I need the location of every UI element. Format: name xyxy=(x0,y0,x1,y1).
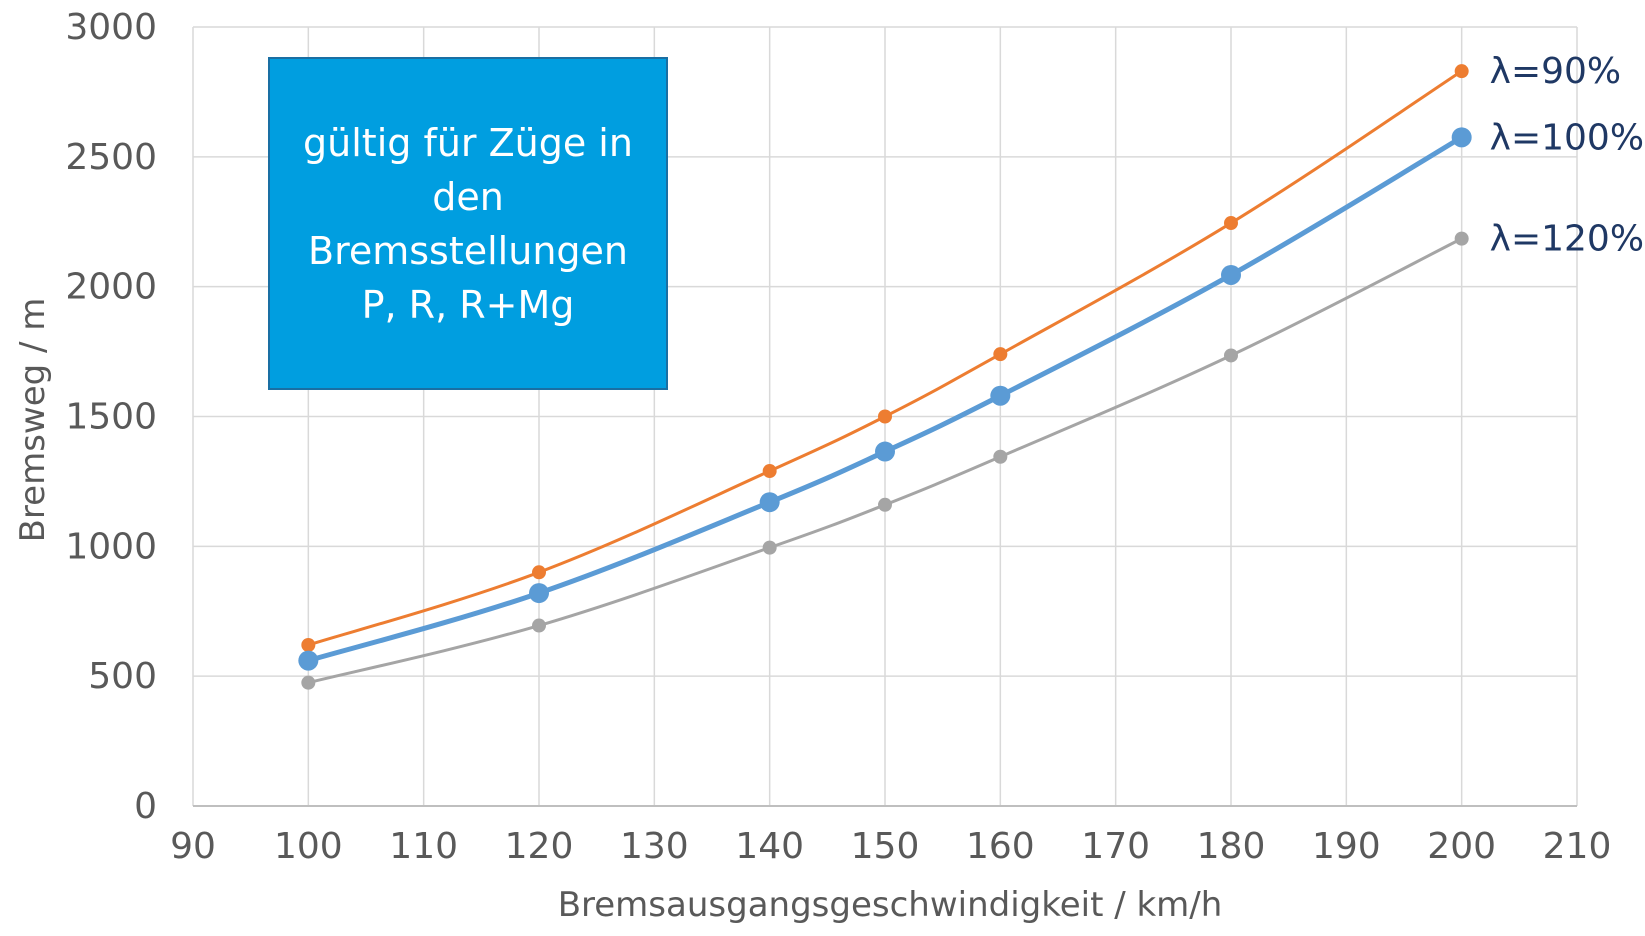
data-point xyxy=(878,409,892,424)
x-tick-label: 210 xyxy=(1543,826,1612,867)
data-point xyxy=(532,618,546,633)
x-tick-label: 190 xyxy=(1312,826,1381,867)
data-point xyxy=(529,583,549,604)
validity-note-text: gültig für Züge in den Bremsstellungen P… xyxy=(303,120,633,327)
x-tick-label: 180 xyxy=(1197,826,1266,867)
data-point xyxy=(990,385,1011,406)
y-tick-label: 2500 xyxy=(65,137,157,178)
data-point xyxy=(1454,231,1469,246)
y-tick-label: 1500 xyxy=(65,397,157,438)
x-tick-label: 130 xyxy=(620,826,689,867)
y-axis-title: Bremsweg / m xyxy=(13,298,53,543)
tick-labels: 90 100 110 120 130 140 150 160 170 180 190 200 210 0 5… xyxy=(65,7,1611,867)
data-point xyxy=(301,675,316,690)
x-tick-label: 90 xyxy=(170,826,216,867)
y-tick-label: 500 xyxy=(88,656,157,697)
data-point xyxy=(762,464,777,479)
series-lines xyxy=(298,64,1472,690)
series-labels: λ=90% λ=100% λ=120% xyxy=(1490,51,1644,259)
x-axis-title: Bremsausgangsgeschwindigkeit / km/h xyxy=(558,885,1223,925)
data-point xyxy=(1221,264,1241,285)
data-point xyxy=(301,638,316,653)
y-tick-label: 2000 xyxy=(65,267,157,308)
x-tick-label: 100 xyxy=(274,826,343,867)
y-tick-label: 3000 xyxy=(65,7,157,48)
x-tick-label: 200 xyxy=(1427,826,1496,867)
x-tick-label: 160 xyxy=(966,826,1035,867)
data-point xyxy=(1224,216,1238,231)
data-point xyxy=(298,650,319,671)
series-label: λ=100% xyxy=(1490,117,1644,158)
x-tick-label: 120 xyxy=(505,826,574,867)
validity-note-box: gültig für Züge in den Bremsstellungen P… xyxy=(268,57,668,390)
y-tick-label: 0 xyxy=(134,786,157,827)
data-point xyxy=(1451,127,1472,148)
data-point xyxy=(759,492,780,513)
x-tick-label: 140 xyxy=(735,826,804,867)
data-point xyxy=(762,540,777,555)
data-point xyxy=(1224,348,1238,363)
data-point xyxy=(993,449,1008,464)
y-tick-label: 1000 xyxy=(65,526,157,567)
x-tick-label: 150 xyxy=(851,826,920,867)
data-point xyxy=(993,347,1008,362)
data-point xyxy=(878,497,892,512)
data-point xyxy=(532,565,546,580)
x-tick-label: 170 xyxy=(1081,826,1150,867)
data-point xyxy=(1454,64,1469,79)
series-label: λ=90% xyxy=(1490,51,1621,92)
data-point xyxy=(875,441,895,462)
x-tick-label: 110 xyxy=(389,826,458,867)
series-label: λ=120% xyxy=(1490,219,1644,260)
